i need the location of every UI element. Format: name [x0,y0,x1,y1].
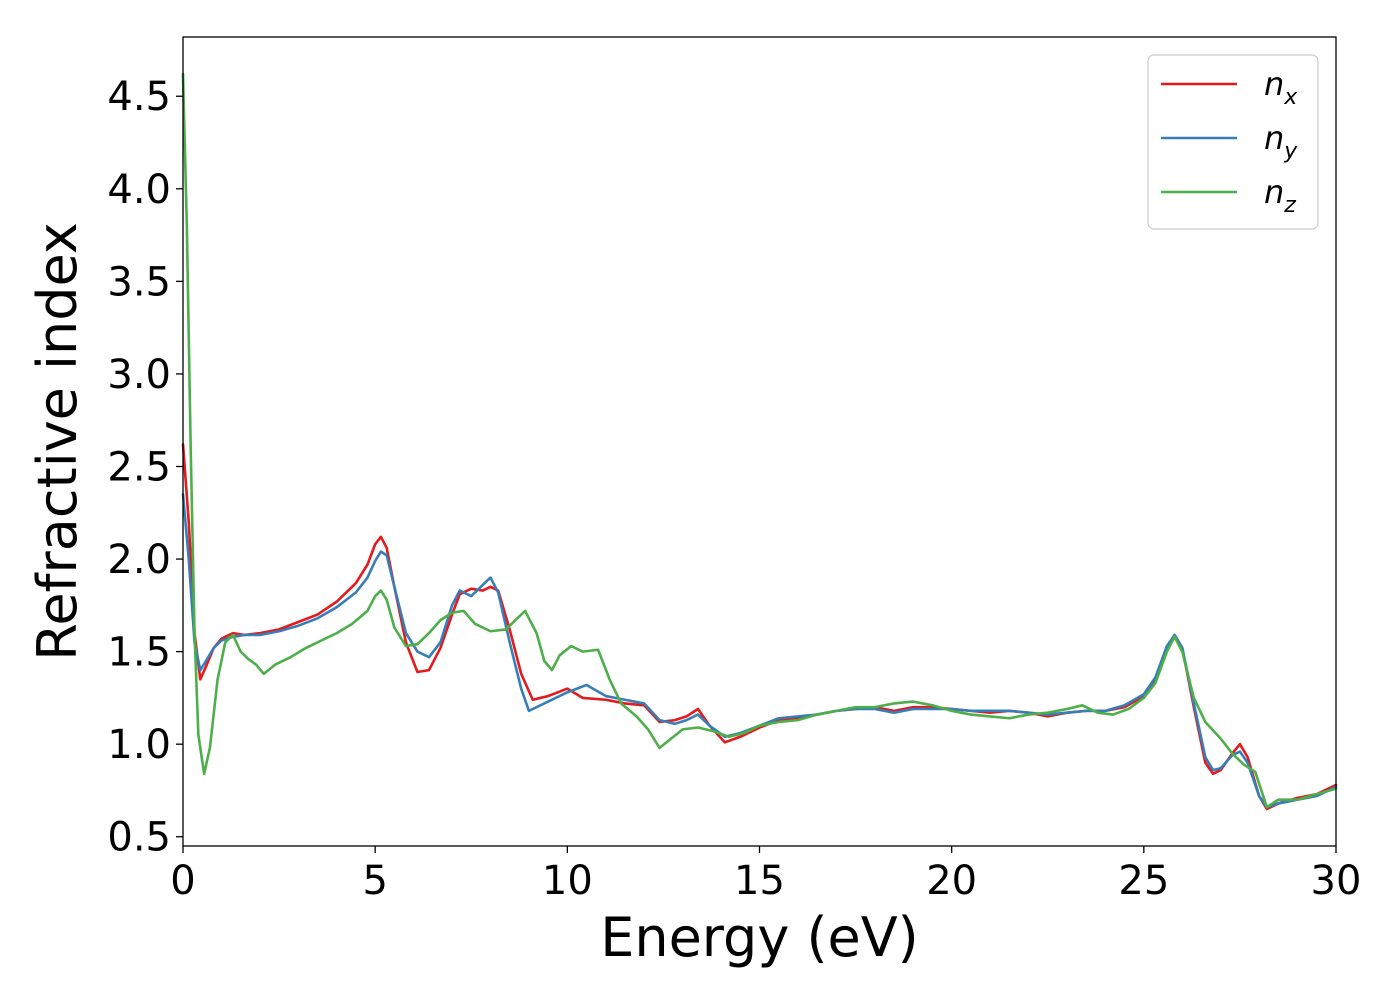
x-tick-label: 25 [1118,858,1169,904]
x-tick-label: 10 [542,858,593,904]
series-line-ny [181,492,1338,809]
x-axis-title: Energy (eV) [600,906,919,969]
y-tick-label: 2.5 [107,444,171,490]
y-tick-label: 0.5 [107,815,171,861]
y-tick-label: 1.5 [107,630,171,676]
x-tick-label: 15 [734,858,785,904]
series-line-nx [181,442,1338,811]
y-tick-label: 1.0 [107,722,171,768]
y-tick-label: 3.0 [107,352,171,398]
series-line-nz [181,72,1338,809]
y-axis-title: Refractive index [26,222,89,661]
y-tick-label: 2.0 [107,537,171,583]
x-tick-label: 5 [362,858,387,904]
y-tick-label: 4.0 [107,167,171,213]
y-tick-label: 4.5 [107,74,171,120]
x-tick-label: 0 [170,858,195,904]
y-axis: 0.5 1.0 1.5 2.0 2.5 3.0 3.5 4.0 4.5 [107,74,183,861]
y-tick-label: 3.5 [107,259,171,305]
x-tick-label: 20 [926,858,977,904]
x-axis: 0 5 10 15 20 25 30 [170,846,1361,904]
legend-frame [1147,54,1319,230]
plot-area [181,72,1338,811]
x-tick-label: 30 [1311,858,1362,904]
